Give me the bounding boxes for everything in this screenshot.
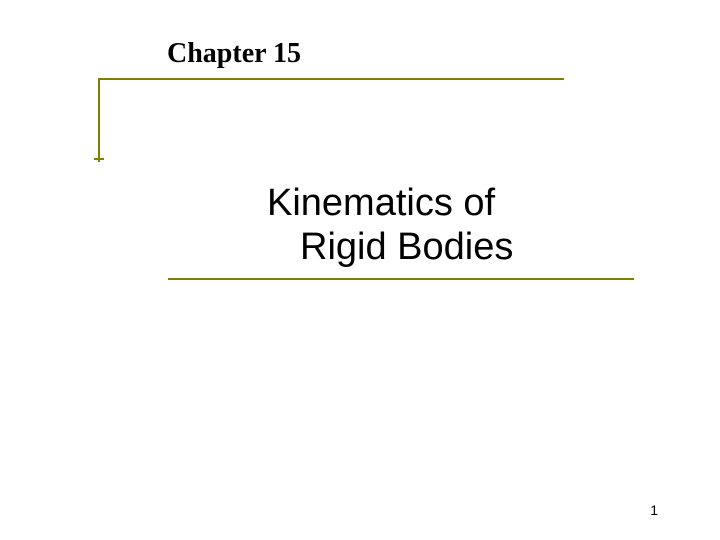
chapter-label: Chapter 15 bbox=[167, 38, 301, 70]
title-line-2: Rigid Bodies bbox=[300, 226, 513, 269]
vertical-accent-line bbox=[98, 78, 100, 162]
vertical-accent-tick bbox=[94, 158, 104, 160]
title-line-1: Kinematics of bbox=[267, 182, 495, 225]
bottom-accent-line bbox=[168, 278, 634, 280]
top-accent-line bbox=[98, 78, 564, 80]
page-number: 1 bbox=[650, 502, 658, 518]
